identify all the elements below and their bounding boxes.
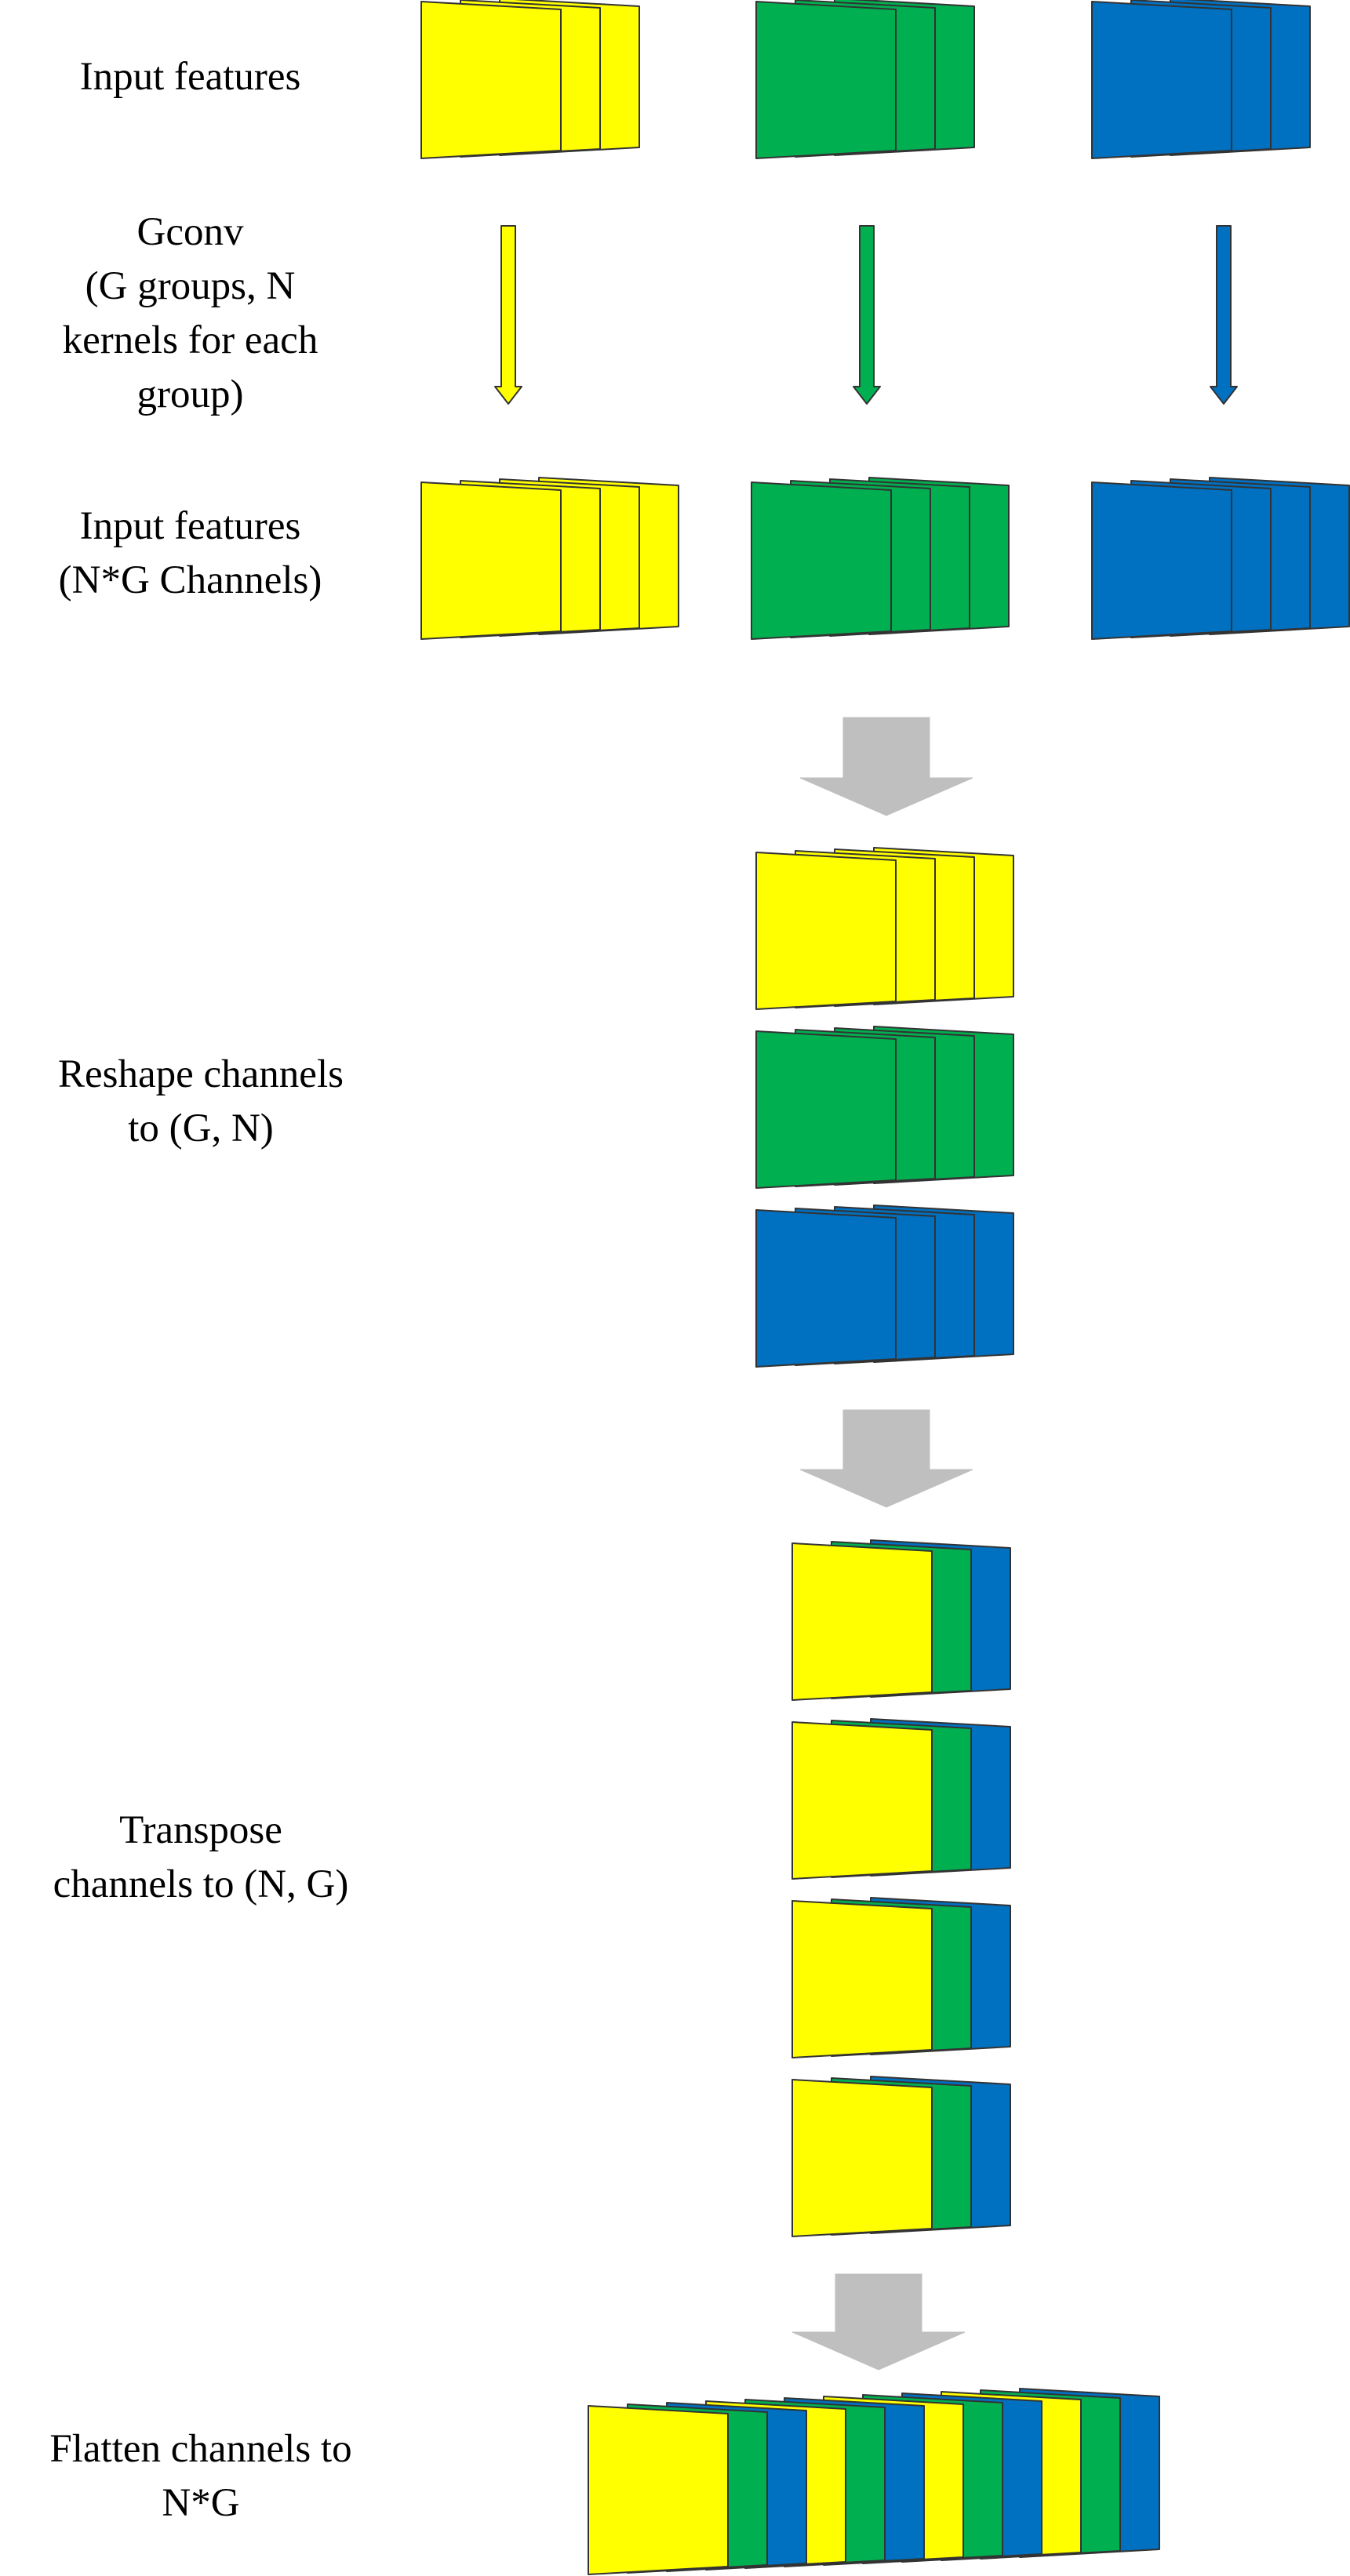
output-group-2-channel-green: [751, 481, 892, 640]
label-reshape: Reshape channels to (G, N): [0, 1048, 402, 1156]
transpose-row-3-channel-yellow: [791, 1900, 933, 2058]
label-output-features: Input features (N*G Channels): [0, 500, 380, 608]
label-line: kernels for each: [62, 318, 318, 362]
input-group-2-channel-green: [755, 1, 897, 159]
label-transpose: Transpose channels to (N, G): [0, 1804, 402, 1912]
block-arrow-2: [799, 1409, 973, 1508]
label-line: Input features: [79, 55, 301, 99]
block-arrow-3: [791, 2273, 966, 2371]
output-group-1-channel-yellow: [420, 481, 562, 640]
reshape-row-2-channel-green: [755, 1030, 897, 1189]
label-line: channels to (N, G): [53, 1862, 349, 1906]
label-flatten: Flatten channels to N*G: [0, 2422, 402, 2531]
label-line: Gconv: [136, 210, 244, 254]
reshape-row-3-channel-blue: [755, 1209, 897, 1368]
gconv-arrow-2: [853, 225, 881, 405]
label-line: N*G: [162, 2481, 240, 2525]
output-group-3-channel-blue: [1091, 481, 1232, 640]
label-line: group): [136, 372, 244, 416]
transpose-row-4-channel-yellow: [791, 2079, 933, 2237]
label-line: Flatten channels to: [49, 2427, 352, 2471]
gconv-arrow-1: [494, 225, 522, 405]
label-input-features: Input features: [0, 50, 380, 104]
label-line: to (G, N): [128, 1106, 274, 1150]
label-gconv: Gconv (G groups, N kernels for each grou…: [0, 205, 380, 422]
label-line: Reshape channels: [58, 1052, 344, 1096]
input-group-1-channel-yellow: [420, 1, 562, 159]
label-line: Input features: [79, 504, 301, 548]
transpose-row-2-channel-yellow: [791, 1721, 933, 1880]
label-line: Transpose: [119, 1808, 282, 1852]
transpose-row-1-channel-yellow: [791, 1542, 933, 1701]
gconv-arrow-3: [1210, 225, 1238, 405]
reshape-row-1-channel-yellow: [755, 852, 897, 1010]
input-group-3-channel-blue: [1091, 1, 1232, 159]
label-line: (G groups, N: [85, 264, 296, 308]
block-arrow-1: [799, 717, 973, 816]
flatten-row-channel-yellow: [588, 2405, 729, 2575]
label-line: (N*G Channels): [58, 558, 322, 602]
